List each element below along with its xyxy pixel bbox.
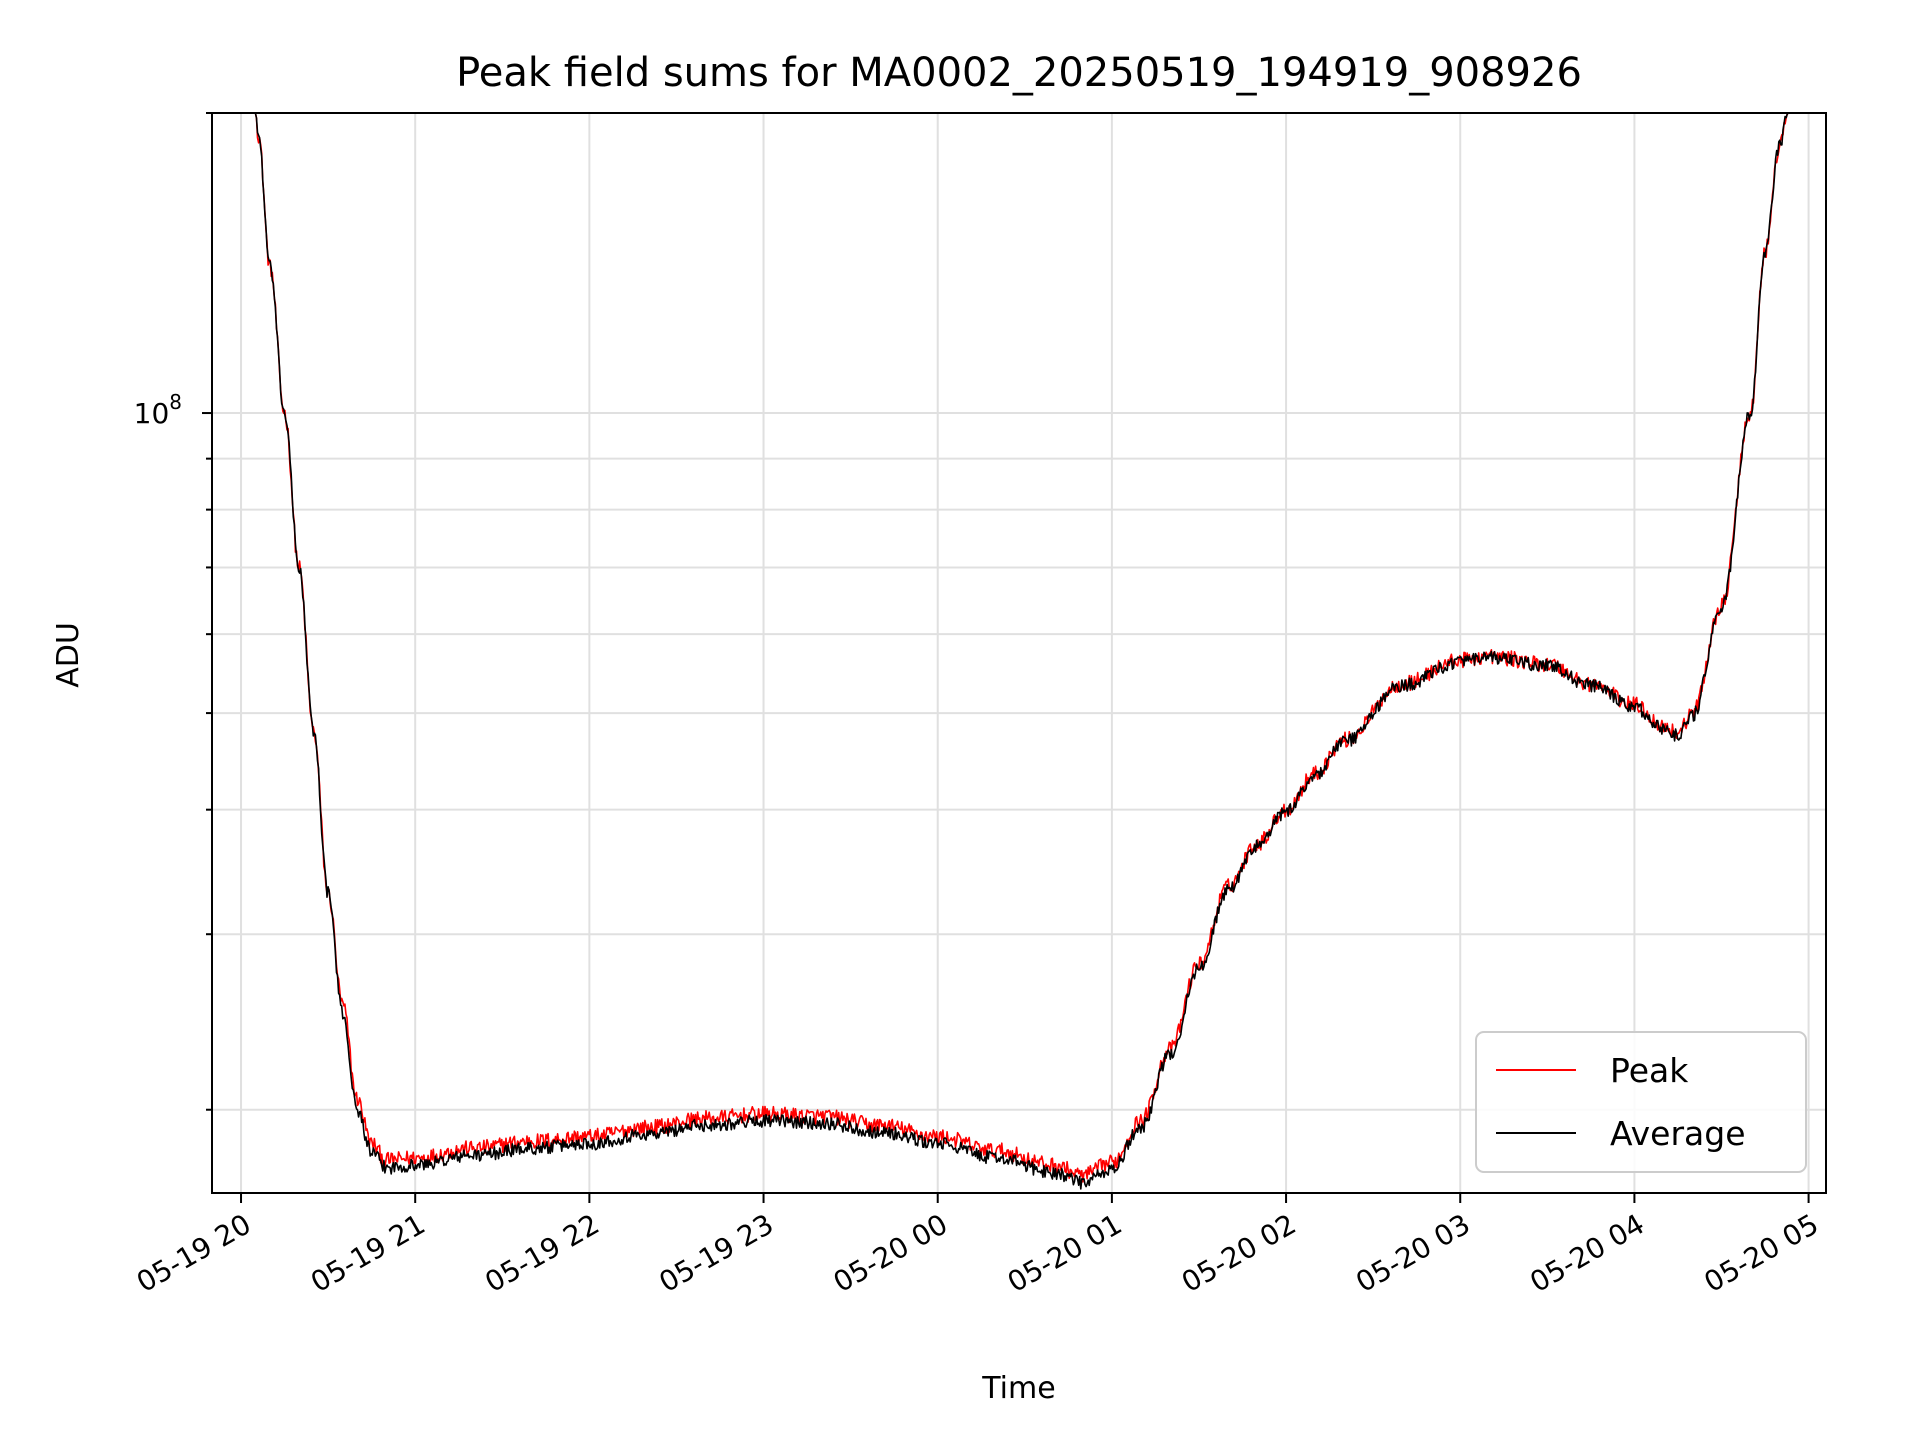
y-axis-label: ADU <box>51 622 86 688</box>
chart-title: Peak field sums for MA0002_20250519_1949… <box>456 50 1582 96</box>
legend-box <box>1475 1031 1807 1173</box>
y-tick-label: 108 <box>134 390 182 430</box>
legend-label-peak: Peak <box>1610 1051 1689 1090</box>
legend: Peak Average <box>1475 1031 1807 1173</box>
plot-frame <box>211 112 1827 1194</box>
series-line-average <box>212 113 1789 1190</box>
y-axis: 108 <box>134 112 212 1111</box>
legend-label-average: Average <box>1610 1114 1746 1153</box>
series-layer <box>212 113 1789 1190</box>
x-axis-label: Time <box>981 1371 1055 1406</box>
